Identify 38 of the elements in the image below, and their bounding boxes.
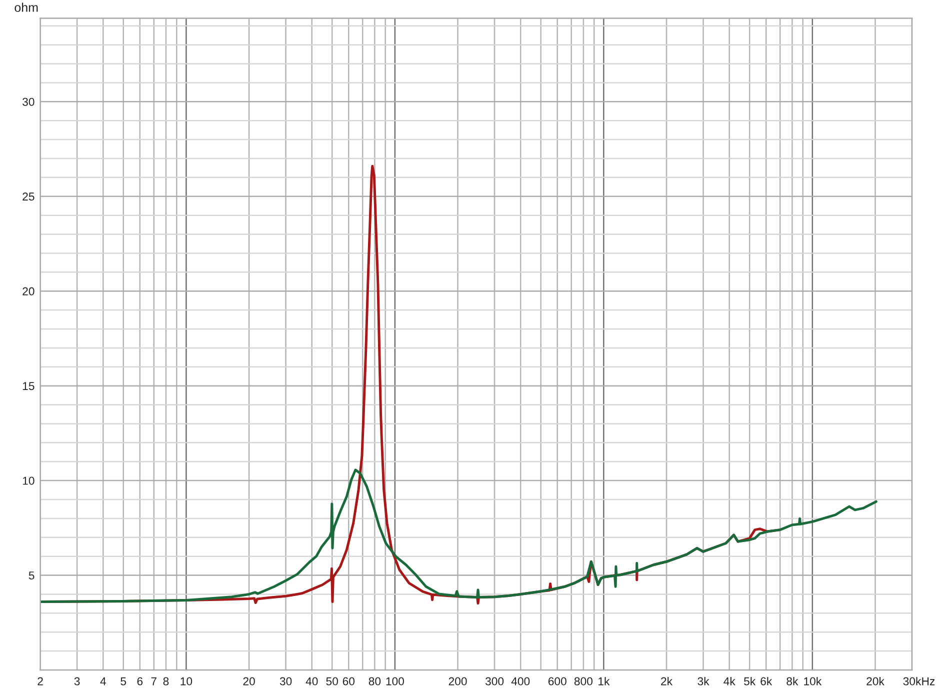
x-tick-label: 20 xyxy=(243,677,255,686)
x-tick-label: 100 xyxy=(386,677,404,686)
y-tick-label: 10 xyxy=(22,476,34,485)
x-tick-label: 1k xyxy=(598,676,610,686)
x-tick-label: 600 xyxy=(548,677,566,686)
y-tick-label: 20 xyxy=(22,287,34,296)
x-tick-label: 2k xyxy=(661,676,673,686)
x-tick-label: 80 xyxy=(368,677,381,686)
x-tick-label: 2 xyxy=(38,677,43,686)
x-tick-label: 400 xyxy=(511,677,530,686)
x-tick-label: 4k xyxy=(724,676,736,686)
x-tick-label: 7 xyxy=(151,677,156,686)
y-tick-label: 15 xyxy=(22,382,34,390)
x-tick-label: 30k xyxy=(903,676,922,686)
x-tick-label: 4 xyxy=(100,677,106,686)
x-tick-label: 50 xyxy=(326,677,338,686)
x-tick-label: 6 xyxy=(137,677,143,686)
x-tick-label: 200 xyxy=(448,677,467,686)
x-tick-label: 20k xyxy=(866,676,884,686)
x-tick-label: 40 xyxy=(306,677,318,686)
x-tick-label: 10k xyxy=(804,676,822,686)
x-tick-label: 5 xyxy=(120,677,126,686)
y-tick-label: 5 xyxy=(28,572,34,580)
x-tick-label: 10 xyxy=(180,677,192,686)
y-axis-title: ohm xyxy=(14,2,38,12)
y-tick-label: 25 xyxy=(22,192,34,201)
x-tick-label: 60 xyxy=(342,677,355,686)
x-tick-label: 3k xyxy=(698,676,710,686)
x-axis-title: Hz xyxy=(922,677,935,686)
x-tick-label: 5k xyxy=(744,676,756,686)
x-tick-label: 3 xyxy=(74,677,80,686)
x-tick-label: 800 xyxy=(574,677,592,686)
x-tick-label: 6k xyxy=(760,676,772,686)
y-tick-label: 30 xyxy=(22,98,34,106)
x-tick-label: 300 xyxy=(485,677,504,686)
x-tick-label: 30 xyxy=(280,677,292,686)
x-tick-label: 8k xyxy=(786,676,798,686)
x-tick-label: 8 xyxy=(163,677,169,686)
